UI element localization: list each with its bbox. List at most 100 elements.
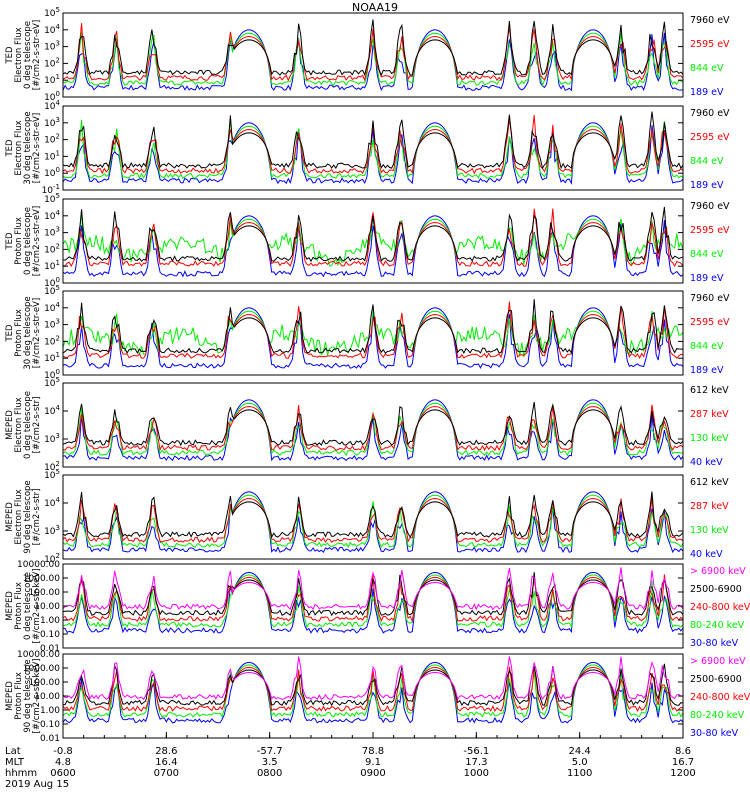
y-axis-label-line: 30 deg telescope [23, 111, 33, 184]
legend-entry: 80-240 keV [690, 710, 745, 721]
lat-tick-label: 8.6 [675, 746, 691, 757]
y-tick-label: 1000.00 [23, 574, 60, 584]
y-axis-label-line: 0 deg telescope [23, 572, 33, 640]
series-line-3 [62, 120, 684, 180]
y-axis-label: MEPED Proton Flux 90 deg telescope [#/cm2-s… [5, 659, 42, 734]
y-tick-label: 100 [44, 90, 60, 103]
y-tick-label: 105 [44, 192, 60, 205]
series-line-4 [62, 215, 684, 278]
legend-entry: 844 eV [690, 341, 724, 352]
y-tick-label: 102 [44, 334, 60, 347]
legend-entry: 40 keV [690, 457, 723, 468]
y-tick-label: 105 [44, 376, 60, 389]
y-axis-label-line: 0 deg telescope [23, 21, 33, 89]
y-axis-label: TED Proton Flux 30 deg telescope [#/cm2-s-s… [5, 296, 42, 369]
series-line-4 [62, 29, 684, 92]
legend-entry: 2500-6900 [690, 584, 742, 595]
y-axis-label-line: Proton Flux [14, 217, 24, 265]
hhmm-tick-label: 0700 [154, 768, 179, 779]
y-tick-label: 101 [44, 351, 60, 364]
legend-entry: 189 eV [690, 87, 724, 98]
y-axis-label-line: [#/cm2-s-str-eV] [32, 113, 42, 183]
series-line-2 [62, 301, 684, 360]
y-axis-label-line: [#/cm2-s-str] [32, 397, 42, 454]
lat-tick-label: 78.8 [362, 746, 384, 757]
legend-entry: 7960 eV [690, 293, 730, 304]
legend-entry: 612 keV [690, 477, 729, 488]
mlt-axis-label: MLT [5, 757, 25, 768]
legend-entry: 287 keV [690, 409, 729, 420]
series-line-1 [62, 567, 684, 611]
y-axis-label-line: MEPED [5, 681, 15, 711]
y-tick-label: 1.00 [40, 706, 60, 716]
y-axis-label-line: 30 deg telescope [23, 296, 33, 369]
legend-entry: 2595 eV [690, 132, 730, 143]
y-axis-label: TED Electron Flux 30 deg telescope [#/cm2-s… [5, 111, 42, 184]
mlt-tick-label: 4.8 [55, 757, 71, 768]
legend-entry: 189 eV [690, 273, 724, 284]
y-tick-label: 100 [44, 368, 60, 381]
y-tick-label: 100 [44, 276, 60, 289]
series-line-4 [62, 122, 684, 185]
legend-entry: 2595 eV [690, 225, 730, 236]
series-line-3 [62, 402, 684, 457]
y-tick-label: 104 [44, 23, 60, 36]
y-tick-label: 101 [44, 73, 60, 86]
legend-entry: 7960 eV [690, 15, 730, 26]
y-axis-label: MEPED Electron Flux 0 deg telescope [#/cm2-… [5, 391, 42, 459]
y-tick-label: 10000.00 [17, 560, 60, 570]
legend-entry: 80-240 keV [690, 620, 745, 631]
y-axis-label-line: 90 deg telescope [23, 659, 33, 732]
series-line-2 [62, 404, 684, 452]
legend-entry: 240-800 keV [690, 692, 750, 703]
series-line-2 [62, 497, 684, 543]
mlt-tick-label: 16.7 [672, 757, 694, 768]
mlt-tick-label: 5.0 [572, 757, 588, 768]
y-tick-label: 0.10 [40, 720, 60, 730]
y-axis-label-line: TED [5, 232, 15, 251]
y-axis-label-line: 0 deg telescope [23, 391, 33, 459]
legend-entry: 2595 eV [690, 39, 730, 50]
panel-frame [62, 105, 684, 191]
y-tick-label: 104 [44, 496, 60, 509]
mlt-tick-label: 17.3 [465, 757, 487, 768]
y-axis-label-line: MEPED [5, 410, 15, 440]
y-tick-label: 102 [44, 133, 60, 146]
hhmm-tick-label: 1200 [670, 768, 695, 779]
y-axis-label-line: Proton Flux [14, 309, 24, 357]
legend-entry: > 6900 keV [690, 566, 746, 577]
legend-entry: 612 keV [690, 385, 729, 396]
y-tick-label: 102 [44, 242, 60, 255]
series-line-4 [62, 399, 684, 462]
y-tick-label: 10.00 [34, 602, 60, 612]
y-axis-label-line: Proton Flux [14, 582, 24, 630]
mlt-tick-label: 9.1 [365, 757, 381, 768]
y-axis-label-line: [#/cm2-s-str] [32, 489, 42, 546]
y-axis-label: TED Electron Flux 0 deg telescope [#/cm2-s-… [5, 20, 42, 90]
y-tick-label: 105 [44, 6, 60, 19]
series-line-2 [62, 23, 684, 82]
y-tick-label: 10.00 [34, 692, 60, 702]
y-tick-label: 104 [44, 301, 60, 314]
series-line-1 [62, 111, 684, 170]
y-tick-label: 104 [44, 404, 60, 417]
y-tick-label: 100 [44, 166, 60, 179]
hhmm-tick-label: 1100 [567, 768, 592, 779]
panel-7: 0.010.101.0010.00100.001000.0010000.00ME… [5, 560, 750, 654]
legend-entry: 2595 eV [690, 317, 730, 328]
y-tick-label: 105 [44, 284, 60, 297]
y-axis-label-line: 0 deg telescope [23, 207, 33, 275]
y-axis-label-line: 90 deg telescope [23, 480, 33, 553]
y-tick-label: 103 [44, 40, 60, 53]
y-tick-label: 102 [44, 56, 60, 69]
hhmm-tick-label: 0600 [50, 768, 75, 779]
y-tick-label: 105 [44, 468, 60, 481]
hhmm-tick-label: 1000 [464, 768, 489, 779]
panel-frame [62, 290, 684, 376]
legend-entry: 30-80 keV [690, 728, 739, 739]
panel-frame [62, 382, 684, 468]
